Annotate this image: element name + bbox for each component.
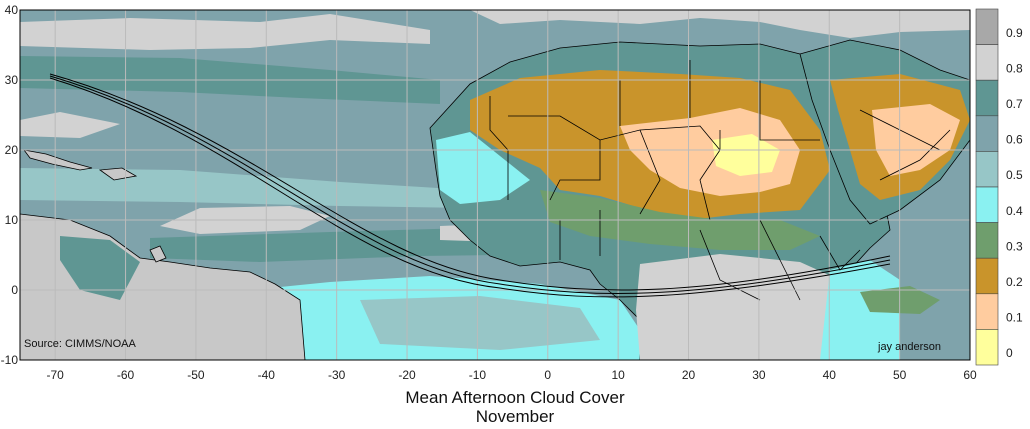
legend-label: 0.9	[1006, 26, 1023, 40]
legend-label: 0.8	[1006, 61, 1023, 75]
legend-label: 0.6	[1006, 133, 1023, 147]
legend-label: 0.5	[1006, 168, 1023, 182]
legend-swatch	[975, 293, 999, 330]
x-tick-label: 40	[823, 368, 837, 382]
x-axis-ticks: -70 -60 -50 -40 -30 -20 -10 0 10 20 30 40 50 60	[47, 368, 977, 382]
legend-swatch	[975, 79, 999, 117]
x-tick-label: -60	[117, 368, 135, 382]
x-tick-label: 10	[611, 368, 625, 382]
map-month: November	[475, 407, 555, 426]
legend-label: 0.1	[1006, 311, 1023, 325]
graticule	[20, 10, 970, 360]
cloud-cover-map: Source: CIMMS/NOAA jay anderson -70 -60 -5…	[1, 3, 1023, 382]
x-tick-label: -30	[328, 368, 346, 382]
legend-swatch	[975, 8, 999, 45]
x-tick-label: 0	[544, 368, 551, 382]
east-africa-cyan-zone	[820, 260, 900, 360]
x-tick-label: -40	[258, 368, 276, 382]
author-label: jay anderson	[877, 341, 941, 353]
hispaniola-island	[98, 167, 138, 181]
legend-label: 0.3	[1006, 239, 1023, 253]
x-tick-label: 50	[893, 368, 907, 382]
legend-label: 0.7	[1006, 97, 1023, 111]
plot-frame	[19, 9, 971, 361]
legend-swatch	[975, 257, 999, 295]
sahara-yellow-zone	[712, 134, 780, 176]
y-tick-label: 0	[11, 283, 18, 297]
y-tick-label: 20	[5, 143, 19, 157]
legend-label: 0.2	[1006, 275, 1023, 289]
mediterranean-north-land	[470, 10, 970, 38]
color-legend: 0.9 0.8 0.7 0.6 0.5 0.4 0.3 0.2 0.1 0	[975, 8, 1023, 366]
cuba-island	[23, 149, 93, 171]
atlantic-light-cloud-band	[20, 168, 520, 208]
y-tick-label: 40	[5, 3, 19, 17]
x-tick-label: -20	[398, 368, 416, 382]
north-atlantic-light-band	[20, 14, 430, 50]
x-tick-label: 30	[752, 368, 766, 382]
x-tick-label: -70	[47, 368, 65, 382]
x-tick-label: 20	[682, 368, 696, 382]
south-america-cloud	[60, 236, 140, 300]
eclipse-path	[49, 73, 891, 298]
map-title: Mean Afternoon Cloud Cover	[405, 388, 625, 407]
source-label: Source: CIMMS/NOAA	[24, 338, 137, 350]
legend-label: 0	[1006, 346, 1013, 360]
y-tick-label: 10	[5, 213, 19, 227]
y-tick-label: 30	[5, 73, 19, 87]
y-axis-ticks: 40 30 20 10 0 -10	[1, 3, 19, 367]
legend-swatch	[975, 222, 999, 259]
map-plot: Source: CIMMS/NOAA jay anderson	[20, 10, 970, 360]
legend-label: 0.4	[1006, 204, 1023, 218]
legend-swatch	[975, 329, 999, 366]
x-tick-label: -50	[187, 368, 205, 382]
south-atlantic-teal	[360, 296, 600, 350]
x-tick-label: 60	[963, 368, 977, 382]
central-africa-gray-zone	[636, 254, 840, 360]
lesser-antilles	[149, 245, 167, 263]
legend-swatch	[975, 151, 999, 188]
y-tick-label: -10	[1, 353, 19, 367]
legend-swatch	[975, 44, 999, 81]
legend-swatch	[975, 115, 999, 152]
caribbean-light-band	[20, 112, 120, 138]
x-tick-label: -10	[469, 368, 487, 382]
arabia-peach-zone	[872, 104, 960, 176]
legend-swatch	[975, 186, 999, 223]
